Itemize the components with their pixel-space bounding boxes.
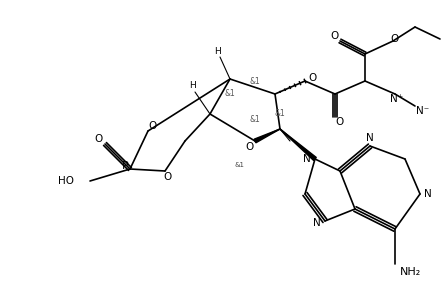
Text: N: N xyxy=(303,154,311,164)
Text: H: H xyxy=(214,47,222,55)
Text: O: O xyxy=(149,121,157,131)
Text: N: N xyxy=(366,133,374,143)
Text: &1: &1 xyxy=(249,77,260,86)
Text: O: O xyxy=(95,134,103,144)
Text: N⁺: N⁺ xyxy=(390,94,404,104)
Text: O: O xyxy=(246,142,254,152)
Text: O: O xyxy=(336,117,344,127)
Text: &1: &1 xyxy=(235,162,245,168)
Text: N: N xyxy=(313,218,321,228)
Text: &1: &1 xyxy=(249,114,260,123)
Text: N: N xyxy=(424,189,432,199)
Polygon shape xyxy=(254,129,280,143)
Polygon shape xyxy=(280,129,316,160)
Text: N⁻: N⁻ xyxy=(416,106,430,116)
Text: &1: &1 xyxy=(225,90,235,99)
Text: H: H xyxy=(190,81,196,90)
Text: &1: &1 xyxy=(275,110,285,118)
Text: P: P xyxy=(122,161,128,171)
Text: HO: HO xyxy=(58,176,74,186)
Text: NH₂: NH₂ xyxy=(400,267,421,277)
Text: O: O xyxy=(331,31,339,41)
Text: O: O xyxy=(391,34,399,44)
Text: O: O xyxy=(164,172,172,182)
Text: O: O xyxy=(308,73,316,83)
